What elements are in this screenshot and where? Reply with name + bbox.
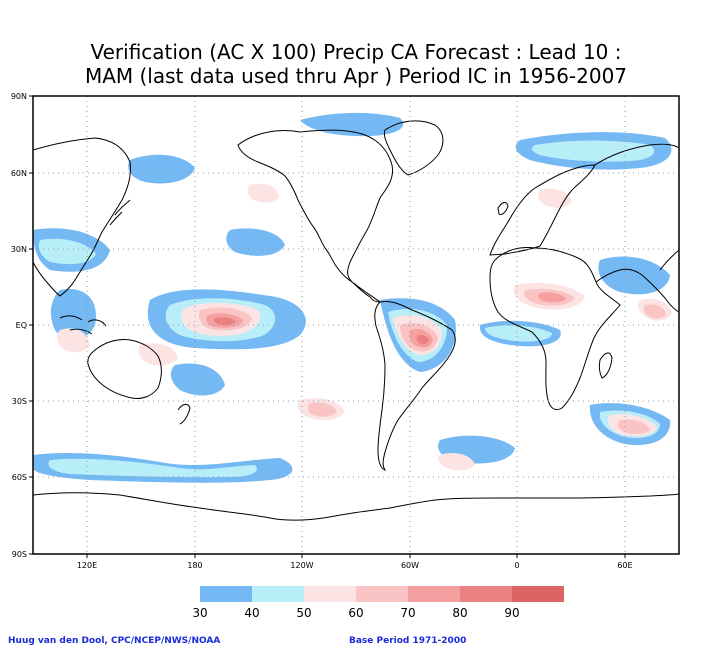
coastlines	[33, 120, 679, 521]
chart-title-line-1: Verification (AC X 100) Precip CA Foreca…	[90, 40, 622, 64]
legend-label-50: 50	[296, 606, 311, 620]
latitude-labels: 90N 60N 30N EQ 30S 60S 90S	[11, 92, 27, 559]
legend-label-30: 30	[192, 606, 207, 620]
lat-label-60s: 60S	[12, 473, 27, 482]
coast-australia	[87, 339, 162, 399]
coast-africa	[489, 247, 621, 411]
chart-title-line-2: MAM (last data used thru Apr ) Period IC…	[84, 64, 628, 88]
coast-greenland	[383, 120, 444, 176]
legend-swatch-30	[200, 586, 252, 602]
coast-japan	[109, 199, 131, 226]
coast-south-america	[374, 301, 456, 472]
coast-new-zealand	[177, 403, 191, 425]
lat-label-90n: 90N	[11, 92, 27, 101]
coast-middle-east	[595, 268, 679, 313]
shade-80-90	[214, 317, 429, 345]
correlation-shading	[33, 112, 672, 483]
coast-antarctica	[33, 492, 679, 521]
lon-label-60e: 60E	[617, 561, 632, 570]
lon-label-0: 0	[514, 561, 519, 570]
legend-swatch-50	[304, 586, 356, 602]
legend-swatch-80	[460, 586, 512, 602]
legend-swatch-70	[408, 586, 460, 602]
legend-swatch-90	[512, 586, 564, 602]
coast-asia	[33, 137, 679, 297]
coast-uk	[497, 201, 509, 215]
coast-north-america	[237, 129, 394, 303]
coast-madagascar	[598, 352, 613, 379]
legend-label-70: 70	[400, 606, 415, 620]
footer-credit: Huug van den Dool, CPC/NCEP/NWS/NOAA	[8, 636, 221, 646]
coast-indian-subcontinent	[659, 249, 679, 271]
coast-indonesia	[59, 315, 107, 335]
lon-label-60w: 60W	[401, 561, 419, 570]
footer-base-period: Base Period 1971-2000	[349, 636, 467, 646]
lat-label-30n: 30N	[11, 245, 27, 254]
legend-label-40: 40	[244, 606, 259, 620]
lat-label-eq: EQ	[16, 321, 27, 330]
legend-swatch-40	[252, 586, 304, 602]
legend-label-90: 90	[504, 606, 519, 620]
coast-europe	[489, 164, 596, 256]
legend-label-60: 60	[348, 606, 363, 620]
lon-label-120w: 120W	[290, 561, 313, 570]
longitude-labels: 120E 180 120W 60W 0 60E	[77, 561, 633, 570]
lon-label-120e: 120E	[77, 561, 97, 570]
legend-label-80: 80	[452, 606, 467, 620]
legend-swatch-60	[356, 586, 408, 602]
lon-label-180: 180	[187, 561, 202, 570]
lat-label-30s: 30S	[12, 397, 27, 406]
tick-marks	[29, 95, 626, 558]
color-legend: 30 40 50 60 70 80 90	[192, 586, 564, 620]
lat-label-60n: 60N	[11, 169, 27, 178]
lat-label-90s: 90S	[12, 550, 27, 559]
